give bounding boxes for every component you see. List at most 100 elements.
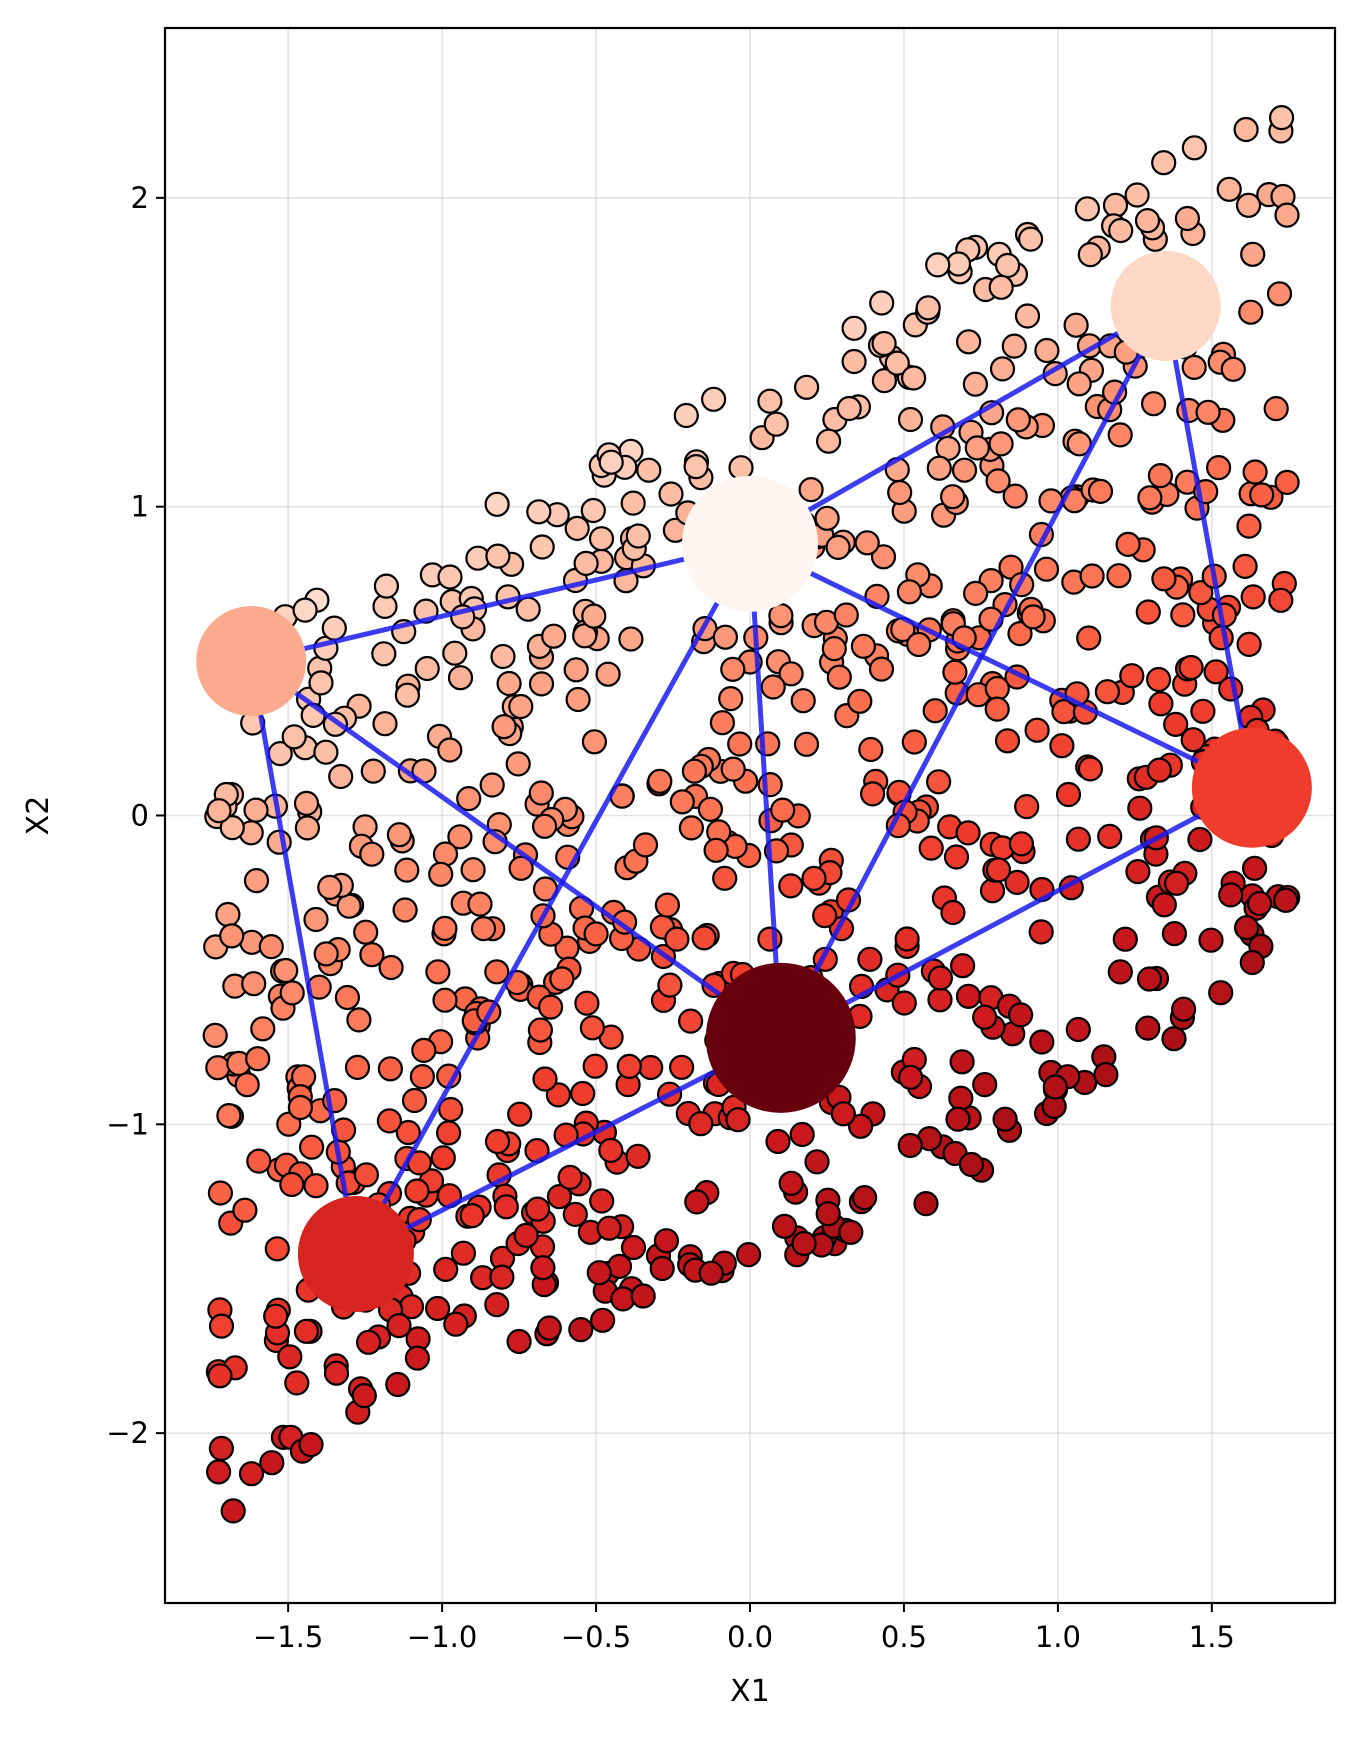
data-point: [1268, 587, 1294, 613]
data-point: [485, 543, 511, 569]
data-point: [524, 1196, 551, 1222]
data-point: [404, 1178, 430, 1204]
data-point: [294, 815, 320, 841]
data-point: [1163, 870, 1190, 896]
data-point: [1107, 422, 1133, 448]
data-point: [1242, 459, 1268, 485]
graph-edge: [778, 304, 1168, 1040]
graph-edge: [747, 543, 784, 1039]
data-point: [948, 1085, 974, 1111]
data-point: [250, 1016, 276, 1042]
data-point: [1017, 226, 1044, 252]
data-point: [1127, 795, 1153, 821]
data-point: [927, 987, 953, 1013]
data-point: [377, 1056, 403, 1082]
data-point: [760, 674, 786, 700]
data-point: [992, 1106, 1018, 1132]
data-point: [1135, 599, 1161, 625]
graph-edge: [353, 542, 753, 1256]
data-point: [437, 564, 463, 590]
data-point: [303, 906, 329, 933]
data-point: [812, 902, 838, 929]
data-point: [562, 1201, 588, 1228]
data-point: [460, 857, 486, 883]
data-point: [964, 435, 990, 461]
data-point: [949, 953, 976, 979]
data-point: [205, 1055, 231, 1081]
data-point: [1106, 563, 1132, 589]
data-point: [570, 1080, 596, 1107]
data-point: [545, 1082, 572, 1108]
graph-node: [1191, 727, 1312, 848]
data-point: [1125, 858, 1151, 885]
data-point: [838, 1219, 864, 1245]
data-point: [1161, 1026, 1187, 1052]
data-point: [442, 640, 468, 666]
data-point: [580, 497, 606, 524]
data-point: [725, 1107, 751, 1133]
data-point: [684, 1189, 710, 1215]
data-point: [1148, 691, 1174, 717]
data-point: [1076, 625, 1102, 651]
data-point: [336, 893, 362, 919]
data-point: [308, 670, 334, 696]
data-point: [884, 350, 910, 376]
data-point: [346, 1007, 372, 1033]
x-tick-label: 0.0: [727, 1620, 773, 1654]
data-point: [1161, 920, 1188, 947]
data-point: [664, 926, 690, 952]
data-point: [1273, 887, 1299, 913]
data-point: [1107, 959, 1133, 985]
data-point: [691, 925, 717, 951]
data-point: [531, 813, 558, 839]
data-point: [915, 295, 941, 321]
data-point: [925, 769, 952, 795]
data-point: [1065, 826, 1092, 852]
data-point: [988, 274, 1014, 300]
data-point: [313, 739, 339, 765]
data-point: [918, 835, 944, 861]
data-point: [1014, 303, 1041, 329]
data-point: [245, 1046, 271, 1072]
data-point: [1181, 135, 1208, 161]
data-point: [207, 1180, 233, 1206]
graph-node: [196, 606, 307, 717]
data-point: [437, 737, 463, 763]
data-point: [896, 579, 923, 605]
data-point: [620, 1234, 647, 1261]
data-point: [1093, 1061, 1119, 1088]
data-point: [989, 356, 1016, 382]
y-axis-ticks: −2 −1 0 1 2: [106, 181, 165, 1450]
data-point: [1180, 727, 1206, 753]
data-point: [489, 1264, 515, 1290]
data-point: [506, 1328, 532, 1355]
y-tick-label: −2: [106, 1416, 149, 1450]
data-point: [425, 959, 451, 985]
data-point: [273, 957, 299, 984]
data-point: [529, 534, 555, 560]
data-point: [620, 490, 646, 516]
data-point: [757, 388, 783, 414]
data-point: [657, 972, 683, 998]
data-point: [925, 252, 951, 278]
data-point: [1195, 399, 1221, 425]
data-point: [1028, 919, 1054, 945]
data-point: [493, 1194, 519, 1220]
data-point: [668, 1054, 695, 1080]
data-point: [579, 1015, 606, 1041]
data-point: [1145, 666, 1172, 693]
data-point: [1077, 756, 1104, 782]
data-point: [870, 544, 897, 570]
data-point: [564, 515, 590, 542]
data-point: [266, 829, 292, 855]
data-point: [334, 984, 360, 1011]
data-point: [527, 1017, 554, 1043]
graph-node: [1110, 250, 1221, 361]
data-point: [470, 915, 497, 942]
data-point: [293, 790, 320, 817]
data-point: [913, 1190, 939, 1217]
data-point: [955, 329, 982, 355]
data-point: [279, 1171, 305, 1198]
data-point: [414, 655, 440, 682]
